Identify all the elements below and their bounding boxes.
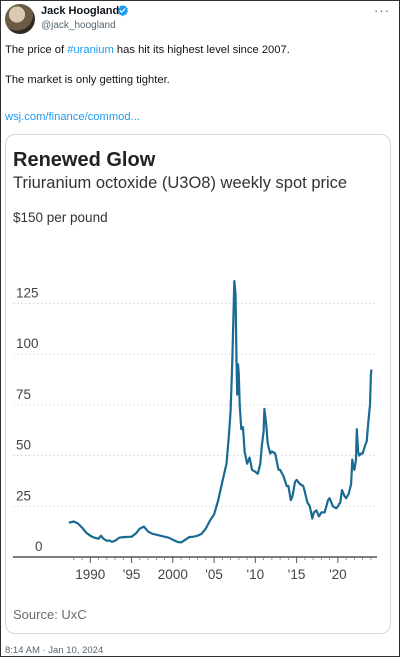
tweet-text-after: has hit its highest level since 2007.: [113, 44, 290, 56]
tweet-text: The price of #uranium has hit its highes…: [5, 43, 395, 88]
x-tick-label: '10: [247, 567, 265, 582]
price-line: [68, 280, 373, 544]
tweet-line-2: The market is only getting tighter.: [5, 74, 170, 86]
x-tick-label: '95: [123, 567, 141, 582]
tweet-timestamp[interactable]: 8:14 AM · Jan 10, 2024: [5, 645, 104, 656]
hashtag-link[interactable]: #uranium: [67, 44, 114, 56]
tweet-line-1: The price of #uranium has hit its highes…: [5, 43, 395, 58]
more-icon[interactable]: ···: [374, 3, 390, 18]
x-tick-label: 1990: [75, 567, 105, 582]
avatar[interactable]: [5, 4, 35, 34]
chart-title: Renewed Glow: [13, 149, 156, 171]
y-tick-label: 125: [16, 285, 39, 300]
tweet-text-before: The price of: [5, 44, 68, 56]
y-tick-label: 25: [16, 488, 31, 503]
x-tick-label: 2000: [158, 567, 188, 582]
y-tick-label: 75: [16, 387, 31, 402]
x-tick-label: '05: [205, 567, 223, 582]
author-name[interactable]: Jack Hoogland: [41, 5, 120, 17]
tweet-header: Jack Hoogland @jack_hoogland ···: [0, 0, 400, 40]
verified-badge-icon: [117, 4, 129, 17]
y-tick-label: 100: [16, 336, 39, 351]
author-handle[interactable]: @jack_hoogland: [41, 20, 116, 31]
price-chart: $150 per pound 125 100 75 50 25 0 1990 '95 2000 '0…: [13, 210, 377, 582]
y-axis-label: $150 per pound: [13, 210, 108, 225]
chart-subtitle: Triuranium octoxide (U3O8) weekly spot p…: [13, 174, 348, 192]
article-link[interactable]: wsj.com/finance/commod...: [5, 111, 140, 123]
chart-source: Source: UxC: [13, 607, 87, 622]
x-tick-label: '15: [288, 567, 306, 582]
y-tick-label: 0: [35, 539, 43, 554]
media-card[interactable]: [5, 134, 391, 634]
y-tick-label: 50: [16, 438, 31, 453]
x-tick-label: '20: [329, 567, 347, 582]
